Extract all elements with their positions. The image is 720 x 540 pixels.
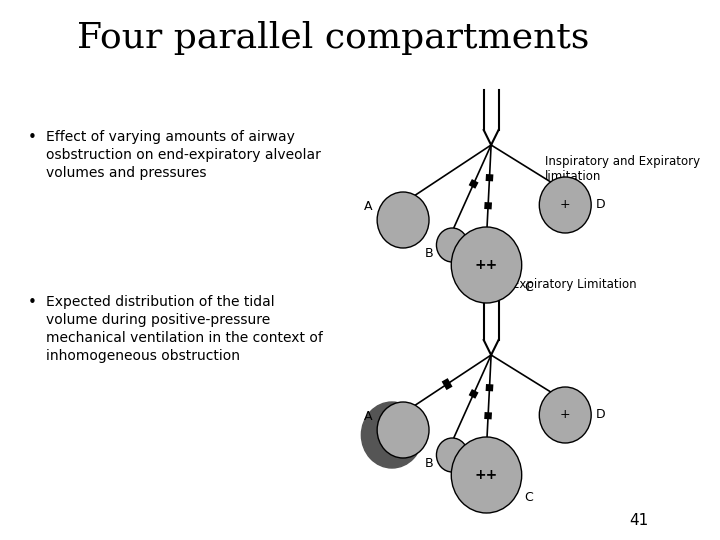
Circle shape: [539, 387, 591, 443]
Circle shape: [436, 438, 468, 472]
Text: volume during positive-pressure: volume during positive-pressure: [46, 313, 271, 327]
Text: +: +: [560, 199, 570, 212]
Circle shape: [377, 402, 429, 458]
Text: 41: 41: [629, 513, 649, 528]
Circle shape: [361, 402, 423, 468]
Text: D: D: [596, 408, 606, 422]
Text: B: B: [425, 457, 433, 470]
Circle shape: [451, 437, 522, 513]
Text: volumes and pressures: volumes and pressures: [46, 166, 207, 180]
Text: osbstruction on end-expiratory alveolar: osbstruction on end-expiratory alveolar: [46, 148, 321, 162]
Text: C: C: [524, 281, 534, 294]
Circle shape: [539, 177, 591, 233]
Text: •: •: [28, 295, 37, 310]
Circle shape: [436, 228, 468, 262]
Text: +: +: [560, 408, 570, 422]
Text: D: D: [596, 199, 606, 212]
Text: ++: ++: [475, 258, 498, 272]
Text: mechanical ventilation in the context of: mechanical ventilation in the context of: [46, 331, 323, 345]
Text: A: A: [364, 409, 372, 422]
Text: ++: ++: [475, 468, 498, 482]
Text: B: B: [425, 247, 433, 260]
Text: Four parallel compartments: Four parallel compartments: [77, 21, 590, 55]
Text: Inspiratory and Expiratory
limitation: Inspiratory and Expiratory limitation: [545, 155, 700, 183]
Text: •: •: [28, 130, 37, 145]
Text: A: A: [364, 199, 372, 213]
Text: C: C: [524, 491, 534, 504]
Text: Effect of varying amounts of airway: Effect of varying amounts of airway: [46, 130, 295, 144]
Text: Expected distribution of the tidal: Expected distribution of the tidal: [46, 295, 275, 309]
Circle shape: [451, 227, 522, 303]
Text: inhomogeneous obstruction: inhomogeneous obstruction: [46, 349, 240, 363]
Text: Expiratory Limitation: Expiratory Limitation: [512, 278, 636, 291]
Circle shape: [377, 192, 429, 248]
